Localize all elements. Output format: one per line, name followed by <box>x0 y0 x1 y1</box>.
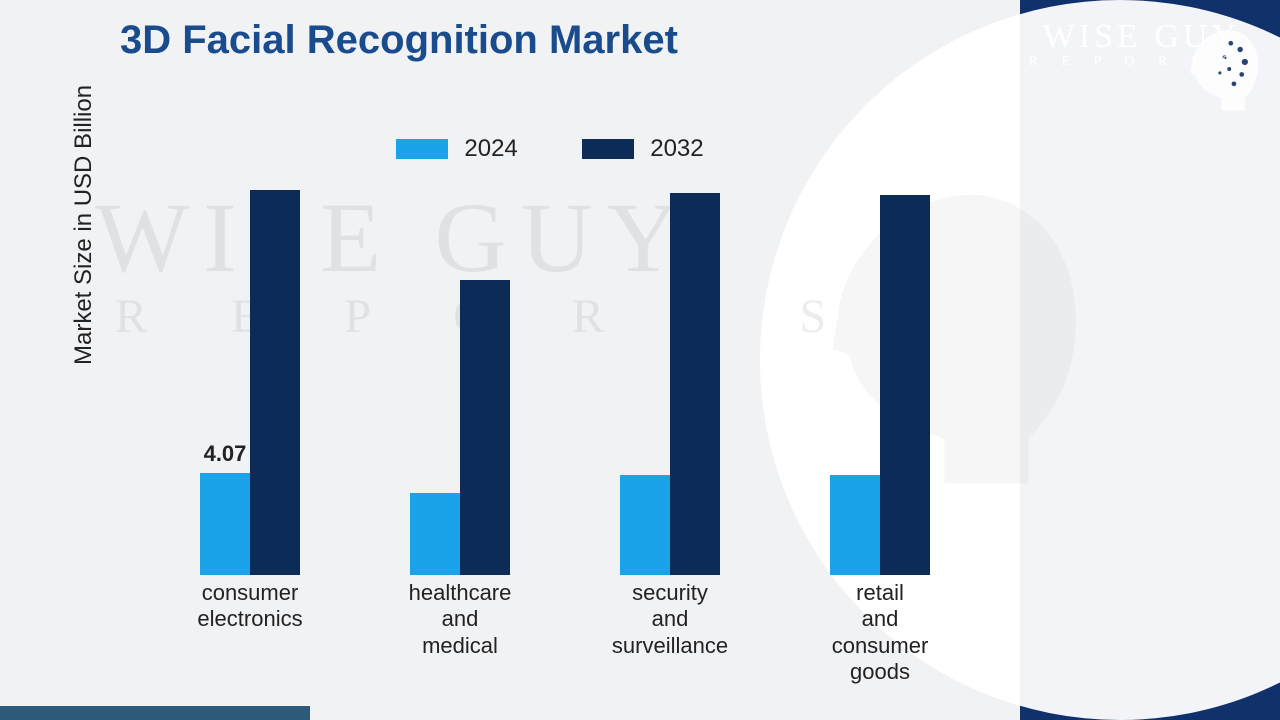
legend-swatch-2032 <box>582 139 634 159</box>
brand-line1: WISE GUY <box>1029 18 1240 56</box>
legend-label-2024: 2024 <box>464 135 517 163</box>
chart-title: 3D Facial Recognition Market <box>120 18 678 63</box>
bar-2024 <box>410 493 460 576</box>
legend: 2024 2032 <box>100 135 1000 164</box>
legend-item-2024: 2024 <box>396 135 517 163</box>
bar-2032 <box>460 280 510 575</box>
bar-value-label: 4.07 <box>204 441 247 467</box>
bar-2032 <box>880 195 930 575</box>
legend-swatch-2024 <box>396 139 448 159</box>
chart-stage: WISE GUY R E P O R T S WISE GUY R E P O … <box>0 0 1280 720</box>
bar-2024 <box>620 475 670 575</box>
bar-2032 <box>670 193 720 576</box>
plot-area: 4.07 <box>140 175 990 575</box>
legend-item-2032: 2032 <box>582 135 703 163</box>
x-axis-label: consumer electronics <box>197 580 302 633</box>
legend-label-2032: 2032 <box>650 135 703 163</box>
chart-area: Market Size in USD Billion 2024 2032 4.0… <box>100 135 1000 695</box>
y-axis-label: Market Size in USD Billion <box>70 85 98 365</box>
bottom-accent-bar <box>0 706 310 720</box>
brand-logo: WISE GUY R E P O R T S <box>1029 18 1240 70</box>
bar-2024 <box>830 475 880 575</box>
bar-2032 <box>250 190 300 575</box>
bar-2024 <box>200 473 250 575</box>
x-axis-label: security and surveillance <box>612 580 728 659</box>
brand-line2: R E P O R T S <box>1029 54 1240 70</box>
x-axis-label: healthcare and medical <box>409 580 512 659</box>
x-axis-label: retail and consumer goods <box>832 580 929 686</box>
